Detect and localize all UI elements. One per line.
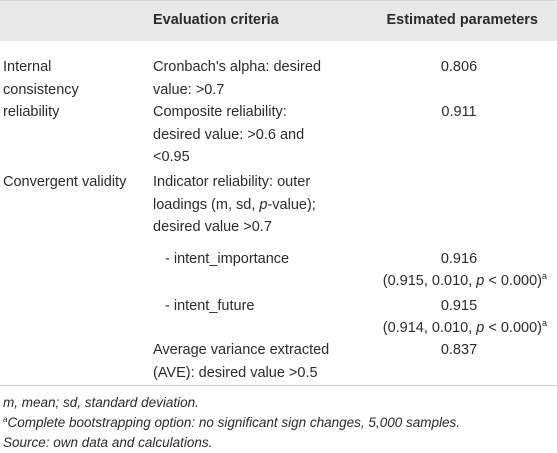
value-intent-future: 0.915	[440, 298, 478, 314]
criteria-intent-importance: - intent_importance	[165, 251, 290, 267]
table-row-intent-future: - intent_future 0.915 (0.914, 0.010, p <…	[0, 295, 557, 345]
criteria-p-symbol: p	[259, 196, 268, 213]
value-ave: 0.837	[440, 342, 478, 358]
criteria-line: Average variance extracted	[153, 342, 330, 358]
table-row-cronbach: Cronbach's alpha: desired value: >0.7 0.…	[0, 41, 557, 98]
table-row-ave: Average variance extracted (AVE): desire…	[0, 339, 557, 387]
criteria-line: Composite reliability:	[153, 104, 287, 120]
criteria-line: value: >0.7	[153, 81, 225, 98]
footnote-marker: a	[541, 271, 547, 281]
criteria-line: loadings (m, sd, p-value);	[153, 194, 383, 217]
criteria-line: desired value: >0.6 and	[153, 126, 305, 143]
detail-text: < 0.000)	[484, 273, 542, 289]
criteria-ave: Average variance extracted (AVE): desire…	[153, 339, 383, 384]
criteria-intent-future: - intent_future	[165, 298, 255, 314]
group-label-internal-consistency: Internal consistency reliability	[3, 56, 143, 124]
criteria-line: Indicator reliability: outer	[153, 174, 311, 190]
group-label-line: Internal	[3, 59, 52, 75]
criteria-line: desired value >0.7	[153, 219, 272, 235]
detail-p-symbol: p	[476, 320, 485, 336]
group-label-convergent-validity: Convergent validity	[3, 174, 127, 190]
detail-intent-future: (0.914, 0.010, p < 0.000)a	[383, 317, 547, 340]
detail-intent-importance: (0.915, 0.010, p < 0.000)a	[383, 270, 547, 293]
footnote-marker: a	[541, 318, 547, 328]
criteria-line: <0.95	[153, 149, 190, 165]
table-row-intent-importance: - intent_importance 0.916 (0.915, 0.010,…	[0, 248, 557, 298]
header-estimated-parameters: Estimated parameters	[386, 12, 538, 28]
value-intent-importance: 0.916	[440, 251, 478, 267]
header-evaluation-criteria: Evaluation criteria	[153, 12, 279, 28]
criteria-text: -value);	[267, 196, 316, 213]
detail-text: (0.914, 0.010,	[382, 320, 477, 336]
table-row-composite: Composite reliability: desired value: >0…	[0, 101, 557, 169]
table-row-indicator: Indicator reliability: outer loadings (m…	[0, 171, 557, 241]
table-body: Internal consistency reliability Cronbac…	[0, 41, 557, 386]
criteria-cronbach: Cronbach's alpha: desired value: >0.7	[153, 56, 383, 101]
footnote-bootstrapping: aComplete bootstrapping option: no signi…	[3, 413, 460, 433]
footnote-abbreviations: m, mean; sd, standard deviation.	[3, 395, 199, 410]
criteria-indicator: Indicator reliability: outer loadings (m…	[153, 171, 383, 239]
group-internal-consistency: Internal consistency reliability	[0, 41, 557, 144]
value-composite: 0.911	[441, 104, 477, 120]
table-bottom-rule	[0, 385, 557, 386]
group-label-line: reliability	[3, 104, 60, 120]
criteria-composite: Composite reliability: desired value: >0…	[153, 101, 383, 169]
table-footnotes: m, mean; sd, standard deviation. aComple…	[3, 393, 460, 453]
footnote-marker: a	[3, 415, 8, 424]
criteria-line: Cronbach's alpha: desired	[153, 59, 322, 75]
table-header: Evaluation criteria Estimated parameters	[0, 0, 557, 41]
detail-text: (0.915, 0.010,	[382, 273, 477, 289]
detail-text: < 0.000)	[484, 320, 542, 336]
criteria-line: (AVE): desired value >0.5	[153, 364, 318, 381]
value-cronbach: 0.806	[440, 59, 478, 75]
group-label-line: consistency	[3, 81, 79, 98]
criteria-text: loadings (m, sd,	[153, 196, 260, 213]
detail-p-symbol: p	[476, 273, 485, 289]
footnote-source: Source: own data and calculations.	[3, 435, 213, 450]
footnote-text: Complete bootstrapping option: no signif…	[7, 415, 460, 430]
